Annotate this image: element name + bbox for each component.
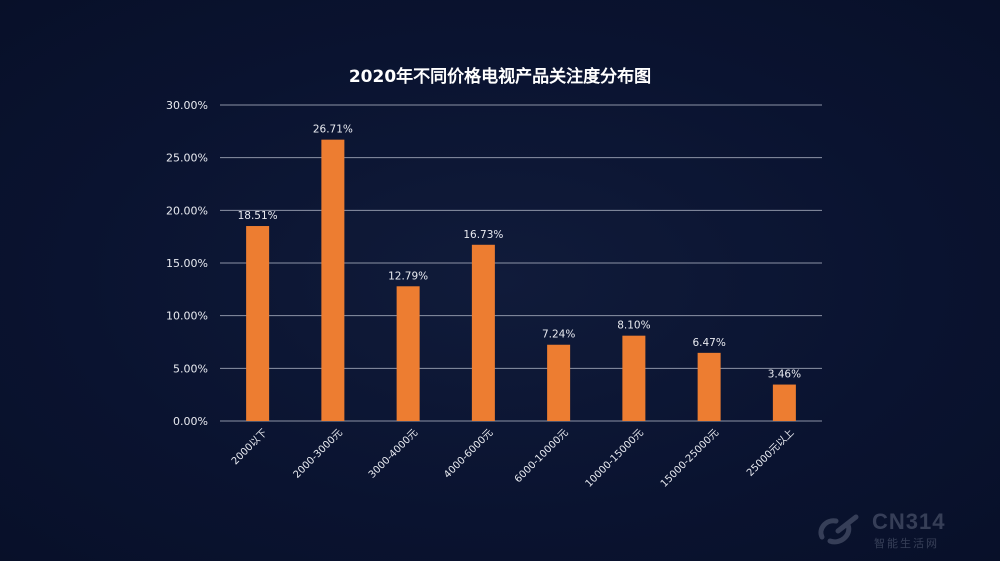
y-tick-label: 0.00% <box>173 415 208 428</box>
y-tick-label: 5.00% <box>173 362 208 375</box>
chart-title: 2020年不同价格电视产品关注度分布图 <box>349 66 651 87</box>
bar <box>622 335 646 421</box>
data-label: 7.24% <box>542 329 575 341</box>
data-label: 3.46% <box>768 369 801 381</box>
y-tick-label: 15.00% <box>166 257 208 270</box>
watermark-subtitle: 智能生活网 <box>874 537 939 550</box>
data-label: 6.47% <box>692 337 725 349</box>
watermark: CN314 智能生活网 <box>816 507 986 553</box>
y-axis-ticks: 0.00% 5.00% 10.00% 15.00% 20.00% 25.00% 30.00% <box>166 99 208 428</box>
bar <box>697 352 721 421</box>
x-tick-label: 4000-6000元 <box>442 427 495 480</box>
data-label: 16.73% <box>463 229 503 241</box>
grid-lines <box>220 104 822 422</box>
y-tick-label: 20.00% <box>166 204 208 217</box>
bar <box>547 344 571 421</box>
cn314-logo-icon <box>818 514 859 545</box>
x-tick-label: 3000-4000元 <box>367 427 420 480</box>
y-tick-label: 10.00% <box>166 310 208 323</box>
x-tick-label: 10000-15000元 <box>584 427 646 489</box>
watermark-brand: CN314 <box>872 509 946 534</box>
x-tick-label: 2000以下 <box>230 427 270 467</box>
y-tick-label: 25.00% <box>166 152 208 165</box>
bar <box>321 139 345 421</box>
y-tick-label: 30.00% <box>166 99 208 112</box>
x-axis-ticks: 2000以下 2000-3000元 3000-4000元 4000-6000元 6000… <box>230 427 797 490</box>
x-tick-label: 2000-3000元 <box>292 427 345 480</box>
data-label: 12.79% <box>388 270 428 282</box>
data-label: 8.10% <box>617 320 650 332</box>
bar <box>246 226 270 421</box>
bar <box>396 286 420 421</box>
bars <box>246 139 796 421</box>
x-tick-label: 25000元以上 <box>744 427 796 479</box>
data-label: 26.71% <box>313 124 353 136</box>
bar <box>772 384 796 421</box>
x-tick-label: 6000-10000元 <box>513 427 571 485</box>
data-labels: 18.51% 26.71% 12.79% 16.73% 7.24% 8.10% 6.47% 3… <box>238 124 801 381</box>
x-tick-label: 15000-25000元 <box>659 427 721 489</box>
data-label: 18.51% <box>238 210 278 222</box>
bar <box>471 244 495 421</box>
